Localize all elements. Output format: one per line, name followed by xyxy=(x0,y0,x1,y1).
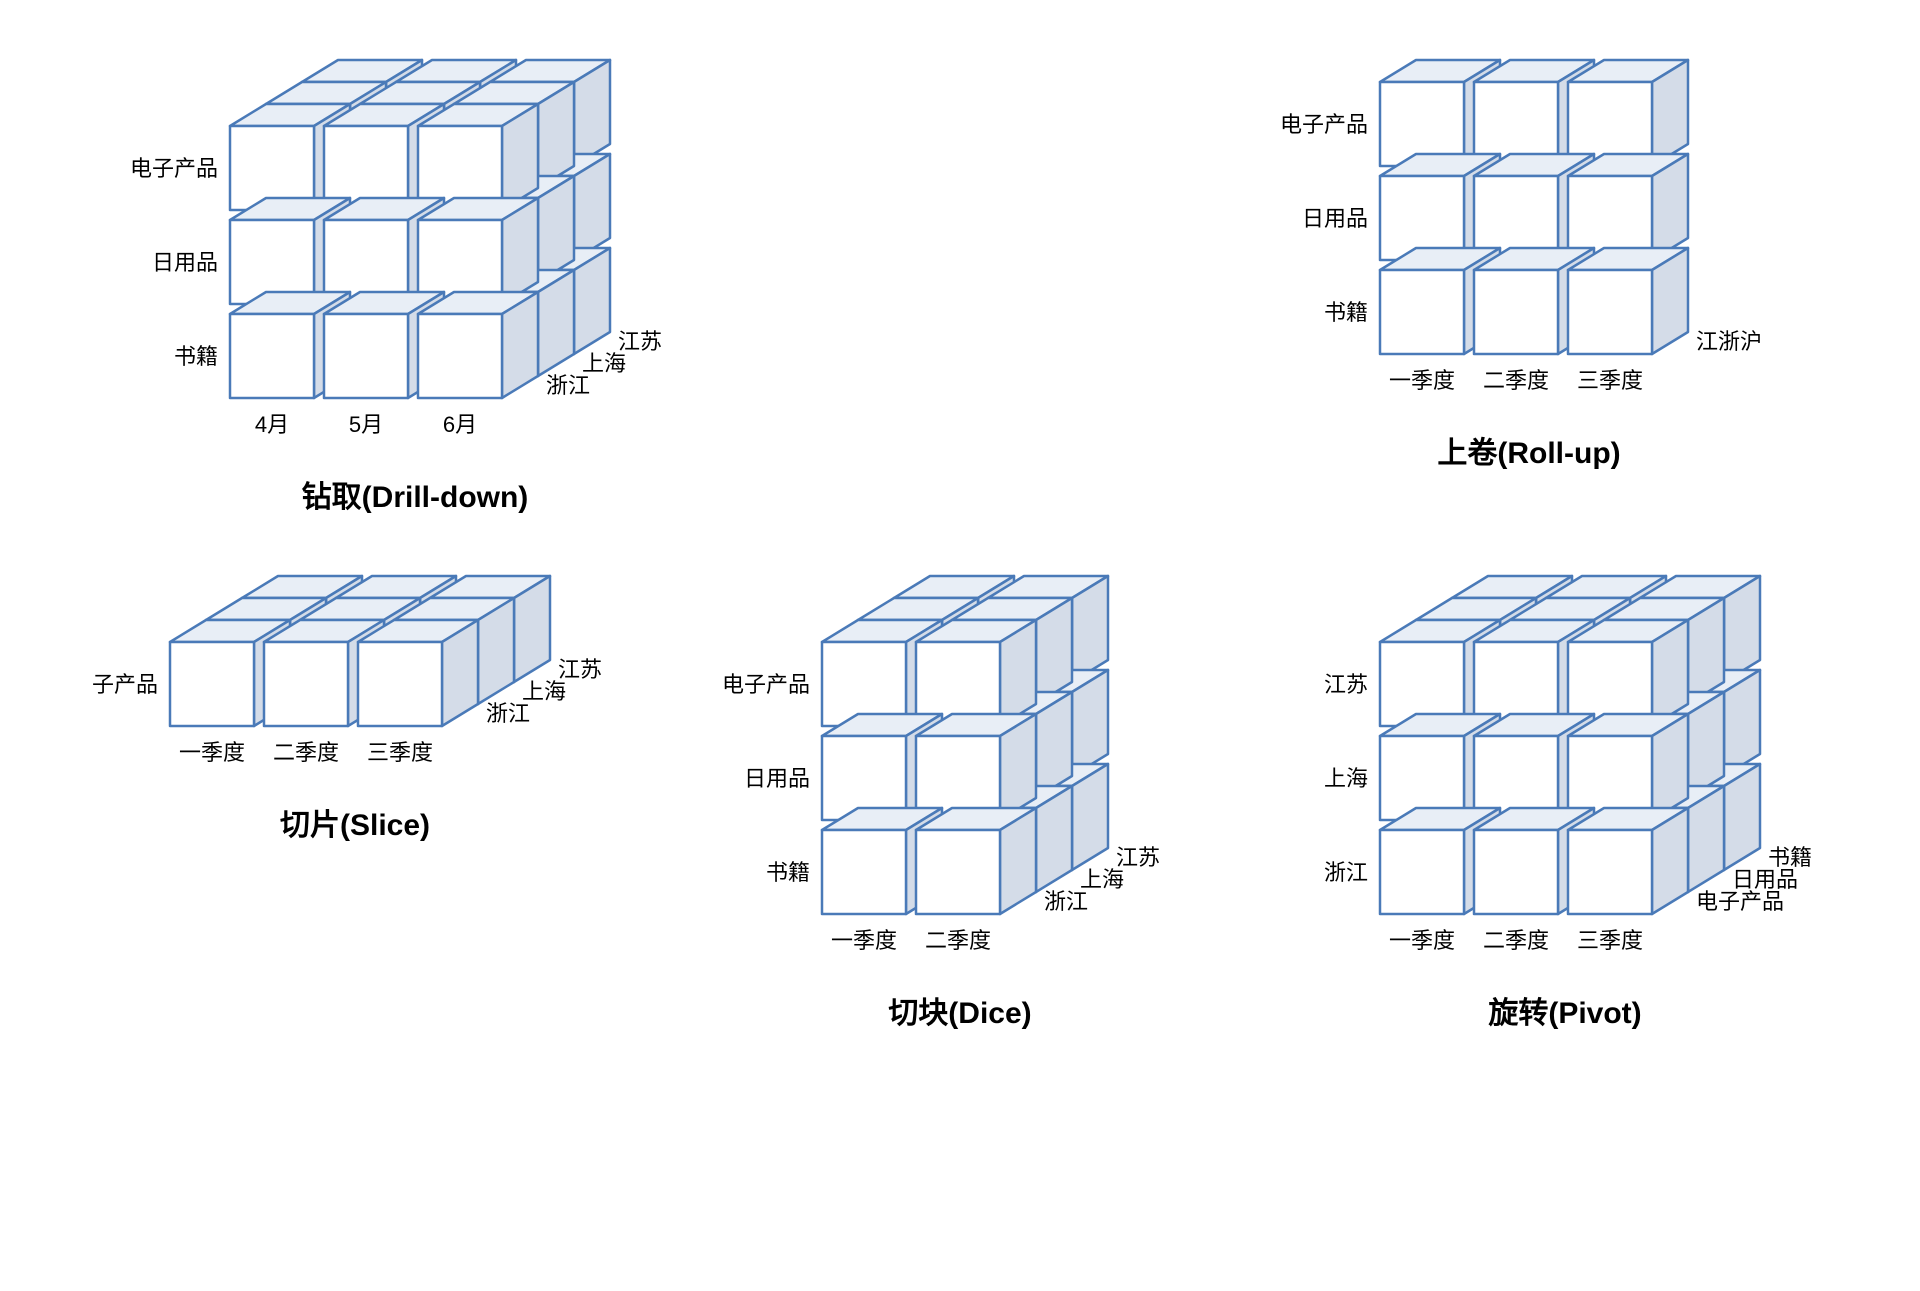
cube-rollup: 书籍 日用品 电子产品一季度 二季度 三季度 江浙沪 xyxy=(1250,40,1808,404)
row-label: 电子产品 xyxy=(722,672,810,697)
row-label: 浙江 xyxy=(1324,860,1368,885)
row-label: 电子产品 xyxy=(1280,112,1368,137)
title-dice: 切块(Dice) xyxy=(692,988,1228,1032)
depth-label: 上海 xyxy=(1080,867,1124,892)
col-label: 二季度 xyxy=(273,740,339,765)
depth-label: 浙江 xyxy=(1044,889,1088,914)
col-label: 二季度 xyxy=(925,928,991,953)
cube-pivot: 浙江 上海 江苏一季度 二季度 三季度 电子产品日用品书籍 xyxy=(1250,556,1880,964)
depth-label: 浙江 xyxy=(486,701,530,726)
col-label: 三季度 xyxy=(1577,368,1643,393)
title-slice: 切片(Slice) xyxy=(40,800,670,844)
row-label: 日用品 xyxy=(1302,206,1368,231)
depth-label: 日用品 xyxy=(1732,867,1798,892)
depth-label: 书籍 xyxy=(1768,845,1812,870)
col-label: 一季度 xyxy=(1389,368,1455,393)
col-label: 二季度 xyxy=(1483,928,1549,953)
panel-rollup: 书籍 日用品 电子产品一季度 二季度 三季度 江浙沪 上卷(Roll-up) xyxy=(1250,40,1880,516)
panel-dice: 书籍 日用品 电子产品一季度 二季度 浙江上海江苏 切块(Dice) xyxy=(690,556,1230,1032)
cube-svg: 书籍 日用品 电子产品 4月 5月 6月 浙江上海江苏 xyxy=(100,40,730,448)
panel-drilldown: 书籍 日用品 电子产品 4月 5月 6月 浙江上海江苏 钻取(Drill-down) xyxy=(40,40,1230,516)
title-drilldown: 钻取(Drill-down) xyxy=(100,472,730,516)
depth-label: 上海 xyxy=(582,351,626,376)
col-label: 4月 xyxy=(255,412,289,437)
col-label: 三季度 xyxy=(1577,928,1643,953)
cube-svg: 子产品一季度 二季度 三季度 浙江上海江苏 xyxy=(40,556,670,776)
panel-slice: 子产品一季度 二季度 三季度 浙江上海江苏 切片(Slice) xyxy=(40,556,670,1032)
col-label: 一季度 xyxy=(179,740,245,765)
title-pivot: 旋转(Pivot) xyxy=(1250,988,1880,1032)
row-label: 书籍 xyxy=(174,344,218,369)
cube-slice: 子产品一季度 二季度 三季度 浙江上海江苏 xyxy=(40,556,670,776)
row-label: 日用品 xyxy=(152,250,218,275)
diagram-grid: 书籍日用品电子产品4月5月6月浙江上海江苏 钻取(Drill-down) 书籍日… xyxy=(40,40,1880,1032)
row-label: 江苏 xyxy=(1324,672,1368,697)
row-label: 子产品 xyxy=(92,672,158,697)
row-label: 书籍 xyxy=(1324,300,1368,325)
cube-drilldown: 书籍 日用品 电子产品 4月 5月 6月 浙江上海江苏 xyxy=(100,40,730,448)
depth-label: 上海 xyxy=(522,679,566,704)
cube-svg: 浙江 上海 江苏一季度 二季度 三季度 电子产品日用品书籍 xyxy=(1250,556,1880,964)
depth-label: 浙江 xyxy=(546,373,590,398)
row-label: 上海 xyxy=(1324,766,1368,791)
col-label: 6月 xyxy=(443,412,477,437)
depth-label: 江苏 xyxy=(618,329,662,354)
cube-dice: 书籍 日用品 电子产品一季度 二季度 浙江上海江苏 xyxy=(692,556,1228,964)
col-label: 一季度 xyxy=(831,928,897,953)
depth-label: 江苏 xyxy=(558,657,602,682)
row-label: 书籍 xyxy=(766,860,810,885)
depth-label: 电子产品 xyxy=(1696,889,1784,914)
cube-svg: 书籍 日用品 电子产品一季度 二季度 三季度 江浙沪 xyxy=(1250,40,1808,404)
depth-label: 江浙沪 xyxy=(1696,329,1762,354)
col-label: 二季度 xyxy=(1483,368,1549,393)
row-label: 电子产品 xyxy=(130,156,218,181)
cube-svg: 书籍 日用品 电子产品一季度 二季度 浙江上海江苏 xyxy=(692,556,1228,964)
col-label: 一季度 xyxy=(1389,928,1455,953)
col-label: 三季度 xyxy=(367,740,433,765)
row-label: 日用品 xyxy=(744,766,810,791)
col-label: 5月 xyxy=(349,412,383,437)
title-rollup: 上卷(Roll-up) xyxy=(1250,428,1808,472)
panel-pivot: 浙江 上海 江苏一季度 二季度 三季度 电子产品日用品书籍 旋转(Pivot) xyxy=(1250,556,1880,1032)
depth-label: 江苏 xyxy=(1116,845,1160,870)
